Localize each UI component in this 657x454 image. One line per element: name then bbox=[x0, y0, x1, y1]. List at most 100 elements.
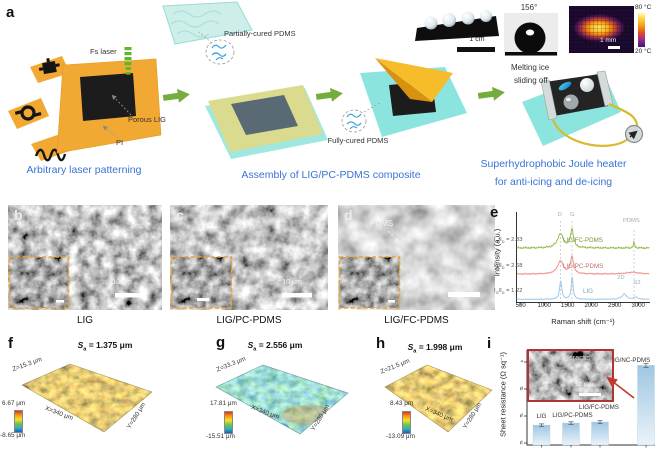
water-drop-highlight bbox=[566, 97, 571, 102]
raman-x-tick-label: 1500 bbox=[561, 303, 575, 309]
process-arrow-icon-2 bbox=[315, 87, 343, 102]
bar-LIG/FC-PDMS bbox=[591, 421, 609, 446]
thermal-min-label: 20 °C bbox=[635, 48, 652, 55]
raman-series-LIG/PC-PDMS bbox=[516, 254, 650, 275]
raman-peak-annotation-PDMS: PDMS bbox=[623, 218, 640, 224]
panel-letter-h: h bbox=[376, 335, 386, 352]
sa-value: = 1.375 μm bbox=[86, 340, 133, 350]
inset-scale-label: 10 μm bbox=[575, 381, 594, 388]
wire-left bbox=[551, 119, 630, 147]
fully-cured-molecule-circle bbox=[341, 109, 367, 133]
sa-title-h: Sa = 1.998 μm bbox=[375, 342, 495, 355]
bar-category-label: LIG bbox=[537, 413, 547, 420]
panel-letter-a: a bbox=[6, 4, 15, 21]
pdms-pointer-arrow bbox=[387, 230, 401, 244]
peeled-pi-film-underside bbox=[375, 58, 432, 102]
panel-letter-i: i bbox=[487, 335, 492, 352]
sa-symbol: S bbox=[247, 340, 254, 350]
contact-angle-photo bbox=[504, 13, 558, 56]
sa-sub: a bbox=[83, 346, 87, 353]
raman-x-tick-label: 1000 bbox=[537, 303, 551, 309]
raman-peak-annotation-2D: 2D bbox=[617, 275, 625, 281]
raman-series-LIG/FC-PDMS bbox=[516, 226, 650, 250]
sa-symbol: S bbox=[407, 342, 414, 352]
sem-image-lig bbox=[8, 205, 162, 310]
raman-series-LIG bbox=[516, 276, 650, 301]
sheet-resistance-ylabel: Sheet resistance (Ω sq⁻¹) bbox=[498, 352, 508, 438]
scale-bottom-f: -8.65 μm bbox=[0, 432, 26, 439]
bar-category-label: LIG/NC-PDMS bbox=[610, 357, 651, 364]
joule-heater-illustration bbox=[522, 70, 644, 147]
sa-symbol: S bbox=[77, 340, 84, 350]
sem-label-lig-pc-pdms: LIG/PC-PDMS bbox=[216, 315, 282, 326]
pi-label: PI bbox=[116, 138, 124, 147]
scale-bottom-g: -15.51 μm bbox=[206, 433, 235, 440]
melting-ice-label-2: sliding off bbox=[514, 76, 548, 85]
microcracks-inset: Microcracks 10 μm bbox=[527, 349, 614, 402]
scale-top-g: 17.81 μm bbox=[210, 400, 237, 407]
topography-surface-h bbox=[384, 364, 493, 433]
sa-sub: a bbox=[413, 348, 417, 355]
thermal-scale-label: 1 mm bbox=[600, 37, 617, 44]
ice-ball bbox=[580, 78, 594, 92]
process-arrow-icon-3 bbox=[477, 86, 505, 101]
bar-y-tick-label: 10³ bbox=[520, 386, 524, 393]
raman-peak-annotation-D: D bbox=[557, 212, 562, 218]
topography-surface-f bbox=[21, 363, 153, 433]
porous-lig-pointer-line bbox=[111, 94, 132, 116]
sa-value: = 2.556 μm bbox=[256, 340, 303, 350]
raman-x-tick-label: 2000 bbox=[584, 303, 598, 309]
sem-inset-lig bbox=[9, 257, 69, 308]
thermal-colorbar bbox=[638, 13, 645, 47]
microcracks-label: Microcracks bbox=[550, 353, 591, 362]
pdms-molecule-squiggles bbox=[211, 44, 227, 61]
raman-x-tick-label: 3000 bbox=[631, 303, 645, 309]
bar-category-label: LIG/FC-PDMS bbox=[579, 404, 619, 411]
raman-series-label: LIG/FC-PDMS bbox=[563, 237, 603, 244]
porous-lig-square bbox=[80, 73, 136, 121]
raman-ratio-label: IG/ID = 1.22 bbox=[494, 288, 523, 296]
electrode-right bbox=[596, 70, 614, 107]
pdms-texture-lines bbox=[170, 10, 222, 38]
raman-x-tick-label: 2500 bbox=[608, 303, 622, 309]
panel-letter-b: b bbox=[14, 207, 23, 223]
scale-bar-c bbox=[282, 293, 312, 298]
peeled-pi-film bbox=[375, 58, 453, 102]
scale-top-h: 8.43 μm bbox=[390, 400, 414, 407]
raman-ratio-label: IG/ID = 2.68 bbox=[494, 263, 523, 271]
panel-letter-g: g bbox=[216, 334, 226, 351]
caption-step2: Assembly of LIG/PC-PDMS composite bbox=[241, 169, 421, 181]
thermal-image bbox=[569, 6, 634, 53]
raman-x-tick-label: 500 bbox=[515, 303, 526, 309]
bar-LIG/NC-PDMS bbox=[637, 365, 655, 446]
raman-series-label: LIG bbox=[583, 288, 593, 295]
sa-title-f: Sa = 1.375 μm bbox=[30, 340, 180, 353]
bar-y-tick-label: 10⁴ bbox=[520, 359, 523, 366]
topography-surface-g bbox=[215, 364, 349, 435]
panel-letter-c: c bbox=[176, 207, 184, 223]
serpentine-pattern-icon bbox=[34, 148, 67, 162]
sem-image-lig-fc-pdms bbox=[338, 205, 495, 310]
caption-step3-line2: for anti-icing and de-icing bbox=[494, 176, 613, 188]
molecule-leader-line bbox=[198, 31, 213, 44]
raman-peak-annotation-S3: S3 bbox=[633, 280, 641, 286]
raman-series-label: LIG/PC-PDMS bbox=[563, 263, 604, 270]
colorbar-h bbox=[402, 411, 411, 434]
bar-LIG/PC-PDMS bbox=[562, 422, 580, 446]
inset-scale-bar bbox=[579, 393, 601, 396]
assembly-illustration bbox=[162, 1, 328, 159]
water-drop bbox=[563, 94, 579, 110]
scale-top-f: 6.67 μm bbox=[2, 400, 26, 407]
bar-y-tick-label: 10² bbox=[520, 413, 524, 420]
peeling-illustration bbox=[341, 58, 467, 137]
sem-label-lig: LIG bbox=[76, 315, 94, 326]
droplets-photo bbox=[415, 10, 499, 41]
caption-step1: Arbitrary laser patterning bbox=[26, 164, 142, 176]
scale-bar-d bbox=[448, 292, 480, 297]
caption-step3-line1: Superhydrophobic Joule heater bbox=[480, 158, 627, 170]
sa-value: = 1.998 μm bbox=[416, 342, 463, 352]
contact-angle-value: 156° bbox=[520, 3, 538, 12]
pdms-annotation: PDMS bbox=[370, 219, 394, 228]
sa-title-g: Sa = 2.556 μm bbox=[200, 340, 350, 353]
